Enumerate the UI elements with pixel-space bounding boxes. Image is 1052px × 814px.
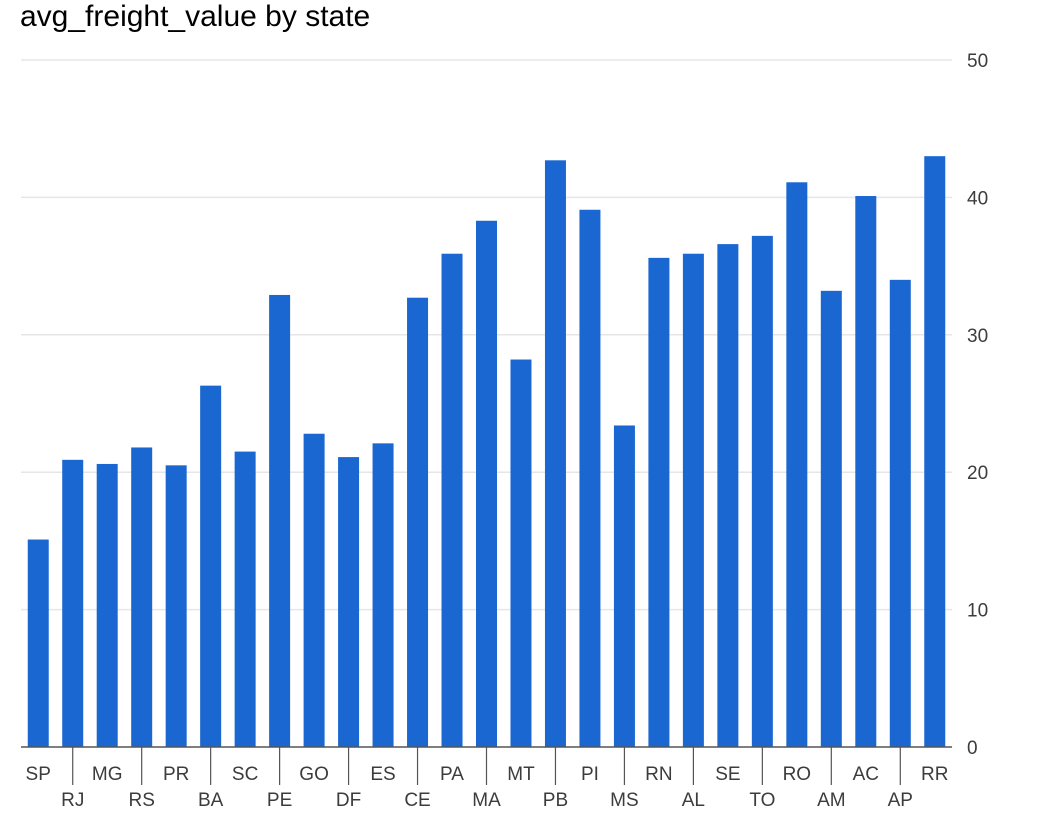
x-tick-label: SE — [715, 764, 740, 785]
bar-rs — [131, 447, 153, 747]
bar-sp — [27, 539, 49, 747]
x-tick-label: RS — [128, 790, 154, 811]
x-tick-label: RN — [645, 764, 672, 785]
bar-rn — [648, 257, 670, 747]
x-tick-label: MT — [507, 764, 535, 785]
bar-pa — [441, 253, 463, 747]
x-tick-label: SP — [26, 764, 51, 785]
bar-rj — [62, 459, 84, 747]
bar-al — [682, 253, 704, 747]
chart-title: avg_freight_value by state — [20, 0, 371, 33]
y-tick-label: 40 — [967, 188, 988, 209]
bar-pb — [544, 160, 566, 747]
bar-ce — [407, 297, 429, 747]
y-tick-label: 20 — [967, 463, 988, 484]
bar-ms — [613, 425, 635, 747]
x-tick-label: MS — [610, 790, 639, 811]
y-tick-label: 0 — [967, 738, 978, 759]
bar-rr — [924, 156, 946, 747]
bar-pe — [269, 294, 291, 747]
bar-am — [820, 290, 842, 747]
y-tick-label: 30 — [967, 326, 988, 347]
y-tick-label: 50 — [967, 51, 988, 72]
bar-ap — [889, 279, 911, 747]
bar-pr — [165, 465, 187, 747]
bar-mg — [96, 463, 118, 747]
x-tick-label: TO — [749, 790, 775, 811]
bar-go — [303, 433, 325, 747]
x-tick-label: AC — [853, 764, 879, 785]
bar-se — [717, 244, 739, 747]
x-tick-label: DF — [336, 790, 361, 811]
x-tick-label: MA — [472, 790, 501, 811]
bar-ac — [855, 196, 877, 747]
bar-to — [751, 235, 773, 747]
bar-mt — [510, 359, 532, 747]
x-tick-label: PI — [581, 764, 599, 785]
x-tick-label: RR — [921, 764, 948, 785]
bar-sc — [234, 451, 256, 747]
x-tick-label: ES — [370, 764, 395, 785]
bar-ba — [200, 385, 222, 747]
y-axis: 0 10 20 30 40 50 — [967, 51, 988, 759]
x-tick-label: MG — [92, 764, 123, 785]
x-tick-label: RO — [783, 764, 812, 785]
x-tick-label: RJ — [61, 790, 84, 811]
x-tick-label: CE — [404, 790, 430, 811]
x-axis — [21, 746, 952, 785]
x-tick-label: AL — [682, 790, 705, 811]
bar-ma — [476, 220, 497, 747]
x-tick-label: PA — [440, 764, 464, 785]
x-tick-label: SC — [232, 764, 258, 785]
bars — [27, 156, 946, 748]
x-tick-label: GO — [299, 764, 329, 785]
x-tick-label: AM — [817, 790, 846, 811]
x-tick-label: PR — [163, 764, 189, 785]
x-tick-label: BA — [198, 790, 224, 811]
x-tick-label: PB — [543, 790, 568, 811]
x-tick-label: AP — [888, 790, 913, 811]
bar-es — [372, 443, 394, 747]
bar-ro — [786, 182, 808, 747]
y-tick-label: 10 — [967, 601, 988, 622]
bar-df — [338, 457, 360, 747]
x-tick-label: PE — [267, 790, 292, 811]
bar-pi — [579, 209, 601, 748]
